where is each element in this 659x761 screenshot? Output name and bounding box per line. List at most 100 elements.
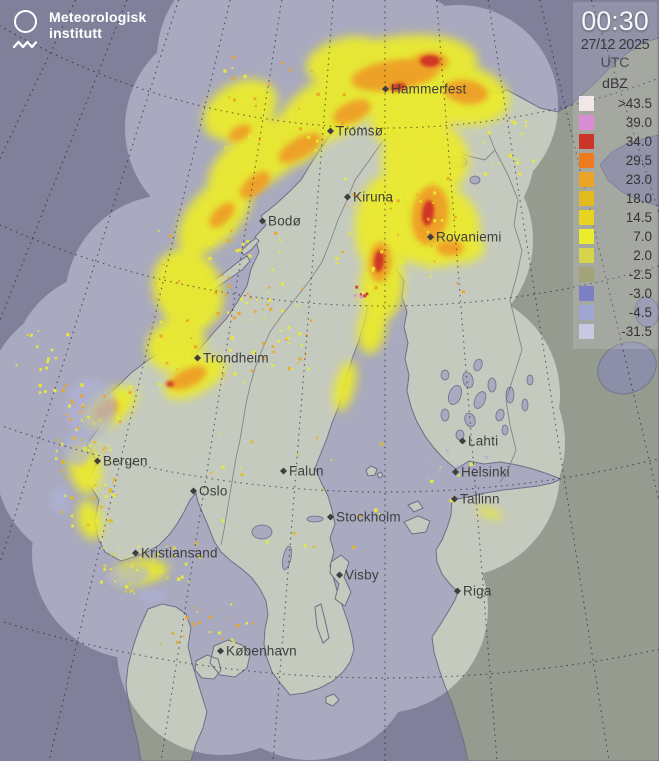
legend-value: 34.0 [625,134,652,149]
clock-legend-panel: 00:30 27/12 2025 UTC dBZ >43.5 39.0 34.0 29… [573,2,657,349]
city-name: Kiruna [353,189,394,205]
echo-speckles [15,55,535,646]
legend-swatch [579,191,594,206]
city-label: Tromsø [326,123,384,139]
legend-swatch [579,96,594,111]
clock-date: 27/12 2025 [580,37,650,53]
city-marker-icon [326,127,335,135]
legend: >43.5 39.0 34.0 29.5 23.0 18.0 14.5 7.0 2.0 -2.5 -… [578,94,652,341]
city-name: Kristiansand [141,545,218,561]
city-label: Stockholm [326,509,401,525]
legend-row: -2.5 [578,265,652,284]
legend-value: 18.0 [625,191,652,206]
legend-row: 39.0 [578,113,652,132]
legend-value: 14.5 [625,210,652,225]
city-label: Bergen [93,453,148,469]
city-marker-icon [335,571,344,579]
clock-time: 00:30 [581,6,649,36]
legend-swatch [579,267,594,282]
city-name: Tallinn [460,491,500,507]
city-name: Visby [345,567,379,583]
legend-row: >43.5 [578,94,652,113]
city-label: Tallinn [450,491,500,507]
legend-swatch [579,172,594,187]
city-label: København [216,643,297,659]
city-name: Rovaniemi [436,229,502,245]
city-label: Oslo [189,483,228,499]
legend-row: -4.5 [578,303,652,322]
circle-icon [13,10,37,33]
city-marker-icon [279,467,288,475]
city-label: Rovaniemi [426,229,502,245]
city-marker-icon [193,354,202,362]
legend-row: 7.0 [578,227,652,246]
legend-row: 14.5 [578,208,652,227]
legend-row: 29.5 [578,151,652,170]
city-name: Lahti [468,433,499,449]
legend-swatch [579,134,594,149]
legend-swatch [579,305,594,320]
city-label: Hammerfest [381,81,467,97]
city-marker-icon [93,457,102,465]
logo-icon [12,9,38,54]
legend-swatch [579,229,594,244]
legend-value: 29.5 [625,153,652,168]
legend-value: -4.5 [628,305,652,320]
clock-timezone: UTC [600,54,630,70]
city-marker-icon [216,647,225,655]
city-name: København [226,643,297,659]
city-name: Oslo [199,483,228,499]
city-name: Tromsø [336,123,384,139]
legend-value: 23.0 [625,172,652,187]
legend-row: 23.0 [578,170,652,189]
city-marker-icon [343,193,352,201]
legend-swatch [579,153,594,168]
city-label: Kristiansand [131,545,218,561]
city-label: Trondheim [193,351,269,366]
city-name: Helsinki [461,464,510,480]
city-marker-icon [451,468,460,476]
city-marker-icon [426,233,435,241]
city-name: Hammerfest [391,81,467,97]
legend-unit: dBZ [602,75,628,91]
city-marker-icon [189,487,198,495]
city-marker-icon [131,549,140,557]
legend-value: -2.5 [628,267,652,282]
city-marker-icon [450,495,459,503]
city-name: Bodø [268,213,302,229]
city-label: Helsinki [451,464,510,480]
city-label: Falun [279,463,324,479]
city-marker-icon [458,437,467,445]
city-marker-icon [326,513,335,521]
logo-line2: institutt [49,25,103,41]
city-label: Lahti [458,433,499,449]
legend-swatch [579,248,594,263]
precipitation-layer [15,34,535,646]
city-name: Falun [289,463,324,479]
city-marker-icon [453,587,462,595]
city-name: Stockholm [336,509,401,525]
city-marker-icon [381,85,390,93]
logo-text: Meteorologisk institutt [49,9,147,41]
wave-icon [12,40,38,49]
met-institute-logo: Meteorologisk institutt [12,9,147,54]
logo-line1: Meteorologisk [49,9,147,25]
city-name: Riga [463,583,492,599]
legend-value: -31.5 [621,324,652,339]
legend-row: 2.0 [578,246,652,265]
legend-row: -3.0 [578,284,652,303]
legend-swatch [579,286,594,301]
city-name: Bergen [103,453,148,469]
legend-row: -31.5 [578,322,652,341]
city-label: Kiruna [343,189,394,205]
legend-row: 34.0 [578,132,652,151]
legend-value: 39.0 [625,115,652,130]
legend-row: 18.0 [578,189,652,208]
legend-swatch [579,210,594,225]
city-label: Bodø [258,213,302,229]
city-label: Riga [453,583,492,599]
legend-value: >43.5 [617,96,652,111]
